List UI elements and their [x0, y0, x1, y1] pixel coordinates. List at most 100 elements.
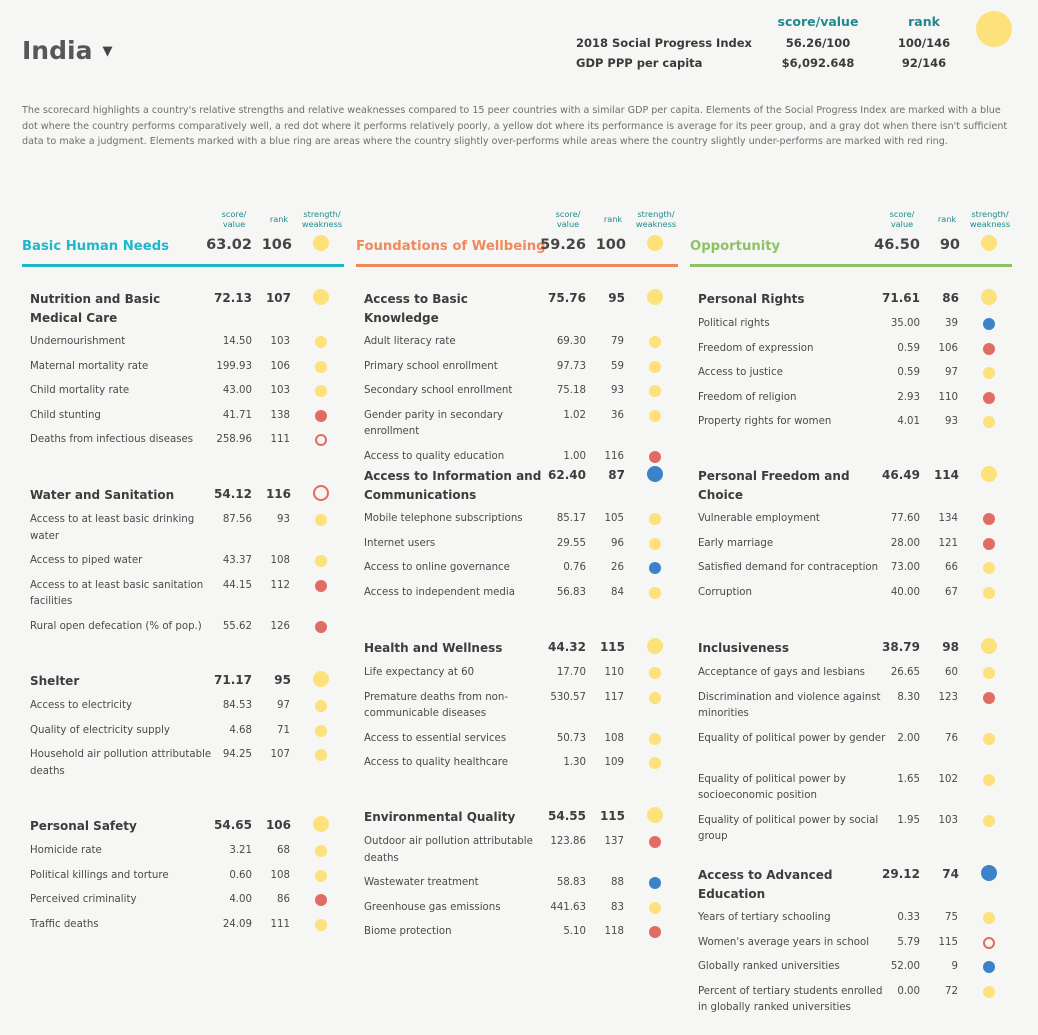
- indicator-status-dot: [983, 342, 995, 355]
- component-rank: 98: [942, 640, 959, 654]
- component-score: 71.17: [214, 673, 252, 687]
- indicator-status-dot: [649, 360, 661, 373]
- component-title[interactable]: Inclusiveness: [698, 641, 789, 655]
- indicator-value: 43.00: [222, 385, 252, 396]
- indicator-name: Women's average years in school: [698, 936, 870, 948]
- country-selector[interactable]: India ▼: [22, 36, 112, 65]
- indicator-name: Secondary school enrollment: [364, 385, 513, 396]
- indicator-rank: 138: [270, 409, 290, 421]
- summary-label: 2018 Social Progress Index: [576, 36, 752, 50]
- dimension-name[interactable]: Foundations of Wellbeing: [356, 239, 546, 254]
- indicator-status-dot: [983, 367, 995, 379]
- indicator-rank: 116: [604, 450, 624, 462]
- indicator-rank: 111: [270, 434, 290, 445]
- indicator-status-dot: [649, 757, 661, 769]
- indicator-value: 94.25: [222, 749, 252, 760]
- dimension-name[interactable]: Opportunity: [690, 239, 781, 254]
- component-status-dot: [313, 485, 329, 501]
- indicator-status-dot: [315, 700, 327, 712]
- indicator-name: Access to at least basic drinking water: [30, 514, 195, 542]
- indicator-rank: 96: [611, 537, 624, 549]
- indicator-name: Access to independent media: [364, 586, 515, 598]
- indicator-rank: 108: [270, 869, 290, 881]
- summary-label: GDP PPP per capita: [576, 56, 703, 70]
- summary-header-value: score/value: [777, 14, 859, 29]
- indicator-value: 1.95: [897, 814, 920, 826]
- indicator-name: Access to electricity: [30, 700, 133, 711]
- component-rank: 74: [942, 867, 959, 881]
- indicator-name: Primary school enrollment: [364, 360, 498, 372]
- indicator-status-dot: [983, 318, 995, 330]
- header-rank: rank: [937, 214, 957, 224]
- indicator-name: Premature deaths from non-communicable d…: [364, 691, 509, 720]
- component-status-dot: [313, 816, 329, 832]
- indicator-rank: 88: [611, 877, 624, 888]
- indicator-status-dot: [315, 579, 327, 592]
- dimension-status-dot: [647, 235, 663, 251]
- indicator-rank: 110: [938, 391, 958, 403]
- component-title[interactable]: Access to Information and Communications: [364, 469, 542, 502]
- indicator-value: 50.73: [556, 732, 586, 744]
- component-rank: 116: [265, 487, 291, 501]
- indicator-name: Freedom of expression: [698, 342, 814, 354]
- indicator-value: 58.83: [556, 877, 586, 888]
- component-title[interactable]: Environmental Quality: [364, 810, 516, 824]
- indicator-value: 14.50: [222, 336, 252, 347]
- component-rank: 95: [274, 673, 291, 687]
- indicator-name: Homicide rate: [30, 845, 102, 856]
- component-title[interactable]: Access to Basic Knowledge: [364, 292, 468, 325]
- dimension-score: 63.02: [206, 237, 252, 253]
- component-rank: 115: [599, 809, 625, 823]
- component-status-dot: [981, 638, 997, 654]
- indicator-status-dot: [983, 513, 995, 525]
- component-title[interactable]: Personal Freedom and Choice: [698, 469, 850, 502]
- indicator-rank: 134: [938, 513, 958, 524]
- header-weakness-label: weakness: [301, 219, 343, 229]
- indicator-name: Household air pollution attributable dea…: [30, 749, 212, 777]
- header-score-label: score/: [221, 209, 247, 219]
- component-title[interactable]: Access to Advanced Education: [698, 868, 833, 901]
- indicator-value: 0.33: [897, 912, 920, 923]
- dimension-name[interactable]: Basic Human Needs: [22, 239, 169, 254]
- indicator-rank: 108: [604, 732, 624, 744]
- component-status-dot: [647, 638, 663, 654]
- header-strength-weakness: strength/weakness: [634, 209, 678, 229]
- indicator-name: Wastewater treatment: [364, 877, 479, 888]
- indicator-value: 8.30: [897, 691, 920, 703]
- indicator-status-dot: [983, 667, 995, 679]
- indicator-value: 24.09: [222, 918, 252, 930]
- indicator-status-dot: [983, 814, 995, 827]
- component-title[interactable]: Health and Wellness: [364, 641, 503, 655]
- header-score-value: score/value: [886, 209, 918, 229]
- component-title[interactable]: Water and Sanitation: [30, 488, 175, 502]
- component-title[interactable]: Personal Safety: [30, 819, 137, 833]
- component-title[interactable]: Shelter: [30, 674, 80, 688]
- indicator-status-dot: [649, 336, 661, 348]
- indicator-value: 5.10: [563, 926, 586, 937]
- indicator-name: Child mortality rate: [30, 385, 130, 396]
- indicator-rank: 86: [277, 894, 290, 905]
- header-value-label: value: [556, 219, 580, 229]
- indicator-name: Traffic deaths: [30, 918, 99, 930]
- component-status-dot: [313, 671, 329, 687]
- header-score-value: score/value: [552, 209, 584, 229]
- summary-row-spi: 2018 Social Progress Index 56.26/100 100…: [576, 36, 976, 52]
- dimension-header: score/value rank strength/weakness Basic Hu…: [22, 207, 344, 267]
- header-value-label: value: [222, 219, 246, 229]
- caret-down-icon[interactable]: ▼: [102, 44, 113, 59]
- indicator-value: 97.73: [556, 360, 586, 372]
- indicator-value: 84.53: [222, 700, 252, 711]
- indicator-name: Access to at least basic sanitation faci…: [30, 579, 204, 608]
- component-title[interactable]: Nutrition and Basic Medical Care: [30, 292, 161, 325]
- indicator-rank: 79: [611, 336, 624, 347]
- indicator-status-dot: [983, 562, 995, 574]
- indicator-rank: 93: [945, 416, 958, 427]
- indicator-name: Percent of tertiary students enrolled in…: [698, 985, 883, 1014]
- indicator-name: Mobile telephone subscriptions: [364, 513, 523, 524]
- indicator-status-dot: [649, 537, 661, 550]
- indicator-status-dot: [649, 732, 661, 745]
- indicator-name: Property rights for women: [698, 416, 832, 427]
- dimension-rank: 90: [939, 237, 960, 253]
- component-title[interactable]: Personal Rights: [698, 292, 805, 306]
- indicator-status-dot: [315, 336, 327, 348]
